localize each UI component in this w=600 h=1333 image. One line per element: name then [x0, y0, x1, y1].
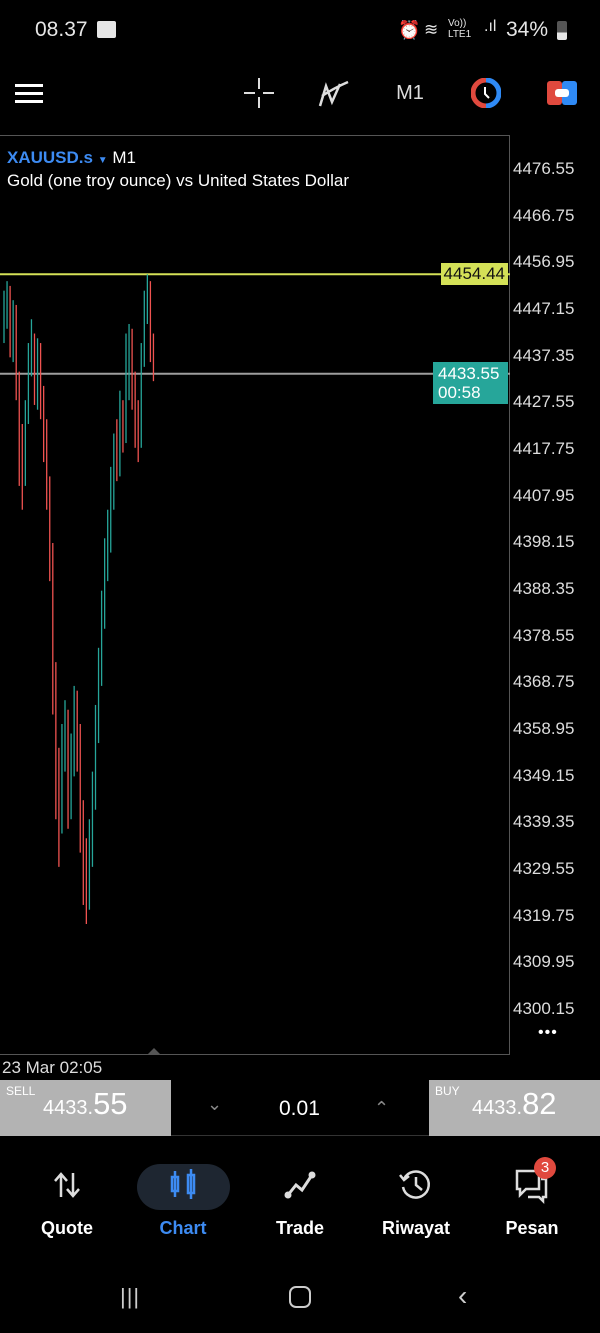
crosshair-button[interactable] — [238, 70, 280, 116]
sell-price-main: 4433. — [43, 1097, 94, 1119]
trade-bar: SELL 4433. 55 ⌄ 0.01 ⌃ BUY 4433. 82 — [0, 1080, 600, 1136]
nav-quote[interactable]: Quote — [17, 1165, 117, 1239]
volume-value[interactable]: 0.01 — [279, 1097, 320, 1120]
timeframe-button[interactable]: M1 — [396, 81, 424, 104]
clock: 08.37 — [35, 18, 88, 41]
price-tick-label: 4368.75 — [513, 672, 575, 692]
nav-trade[interactable]: Trade — [250, 1165, 350, 1239]
price-tick-label: 4378.55 — [513, 625, 575, 645]
unread-badge: 3 — [534, 1157, 556, 1179]
battery-icon — [557, 21, 567, 40]
trade-toggle-icon — [547, 81, 577, 105]
history-icon — [399, 1170, 431, 1199]
home-button[interactable] — [289, 1286, 311, 1308]
price-tick-label: 4319.75 — [513, 905, 575, 925]
bid-price-badge: 4433.55 00:58 — [433, 362, 508, 404]
sell-button[interactable]: SELL 4433. 55 — [0, 1080, 171, 1136]
nav-label: Pesan — [505, 1218, 559, 1238]
buy-price-pips: 82 — [522, 1086, 557, 1121]
battery-percent: 34% — [506, 18, 549, 41]
nav-label: Quote — [41, 1218, 93, 1238]
crosshair-date: 23 Mar 02:05 — [2, 1058, 103, 1077]
nav-label: Trade — [275, 1218, 325, 1238]
sell-price-pips: 55 — [93, 1086, 128, 1121]
nav-messages[interactable]: 3 Pesan — [482, 1157, 582, 1239]
indicators-icon — [318, 80, 349, 107]
bar-countdown: 00:58 — [438, 383, 481, 402]
price-tick-label: 4476.55 — [513, 159, 575, 178]
price-tick-label: 4417.75 — [513, 439, 575, 458]
price-tick-label: 4427.55 — [513, 392, 575, 412]
nav-chart[interactable]: Chart — [133, 1164, 233, 1239]
alarm-icon: ⏰ — [398, 20, 421, 40]
chart-header: XAUUSD.s ▼ M1 Gold (one troy ounce) vs U… — [7, 148, 349, 191]
price-tick-label: 4339.35 — [513, 812, 575, 832]
trade-toggle-button[interactable] — [541, 70, 583, 116]
volume-increase-button[interactable]: ⌃ — [374, 1098, 390, 1118]
symbol-dropdown-icon[interactable]: ▼ — [97, 155, 108, 166]
timeframe-label: M1 — [112, 148, 136, 167]
chart-area[interactable] — [0, 135, 510, 1055]
price-tick-label: 4398.15 — [513, 532, 575, 552]
symbol-description: Gold (one troy ounce) vs United States D… — [7, 171, 350, 190]
back-button[interactable]: ‹ — [458, 1280, 468, 1311]
buy-button[interactable]: BUY 4433. 82 — [429, 1080, 600, 1136]
bid-price: 4433.55 — [438, 364, 500, 383]
price-tick-label: 4300.15 — [513, 999, 575, 1018]
menu-button[interactable] — [8, 70, 50, 116]
sell-price: 4433. 55 — [43, 1086, 128, 1122]
price-tick-label: 4466.75 — [513, 205, 575, 225]
volume-control: ⌄ 0.01 ⌃ — [171, 1080, 429, 1136]
menu-icon — [15, 84, 43, 103]
price-tick-label: 4358.95 — [513, 719, 575, 738]
crosshair-icon — [244, 78, 274, 108]
active-pill — [137, 1164, 230, 1210]
price-tick-label: 4437.35 — [513, 345, 575, 365]
price-tick-label: 4329.55 — [513, 859, 575, 878]
nav-label: Chart — [159, 1218, 207, 1238]
network-label: Vo)) LTE1 — [448, 18, 472, 40]
trend-icon — [284, 1171, 316, 1199]
more-button[interactable]: ••• — [538, 1024, 558, 1041]
candlestick-chart[interactable] — [0, 0, 600, 1080]
gallery-icon — [97, 21, 116, 38]
status-bar: 08.37 ⏰ ≋ Vo)) LTE1 .ıl 34% — [0, 14, 600, 46]
symbol-label[interactable]: XAUUSD.s — [7, 148, 93, 167]
price-tick-label: 4309.95 — [513, 952, 575, 972]
buy-price-main: 4433. — [472, 1097, 523, 1119]
chart-toolbar: M1 — [0, 70, 600, 116]
clock-icon — [471, 78, 501, 108]
price-tick-label: 4388.35 — [513, 579, 575, 598]
high-line-label: 4454.44 — [440, 263, 508, 285]
recent-apps-button[interactable]: ||| — [120, 1284, 141, 1309]
time-marker-icon — [147, 1048, 161, 1055]
indicators-button[interactable] — [313, 70, 355, 116]
buy-label: BUY — [435, 1084, 460, 1098]
nav-label: Riwayat — [381, 1218, 451, 1238]
volume-decrease-button[interactable]: ⌄ — [207, 1094, 223, 1114]
price-tick-label: 4456.95 — [513, 252, 575, 272]
buy-price: 4433. 82 — [472, 1086, 557, 1122]
signal-icon: .ıl — [484, 18, 497, 35]
arrows-updown-icon — [54, 1172, 80, 1198]
sell-label: SELL — [6, 1084, 36, 1098]
wifi-icon: ≋ — [424, 20, 439, 39]
candles-icon — [170, 1169, 196, 1199]
price-tick-label: 4349.15 — [513, 765, 575, 785]
nav-history[interactable]: Riwayat — [366, 1165, 466, 1239]
price-tick-label: 4447.15 — [513, 299, 575, 318]
one-click-button[interactable] — [465, 70, 507, 116]
price-tick-label: 4407.95 — [513, 485, 575, 505]
